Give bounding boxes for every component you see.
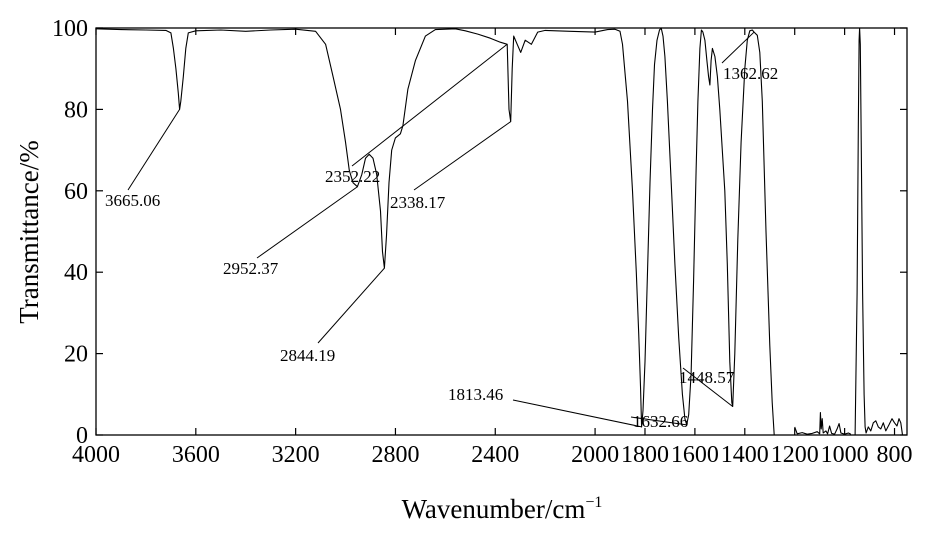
x-tick-label: 3600 (172, 442, 220, 468)
peak-label: 1813.46 (448, 385, 503, 404)
x-tick-label: 1000 (821, 442, 869, 468)
x-axis-title-superscript: −1 (585, 494, 602, 511)
y-tick-label: 0 (76, 423, 88, 449)
peak-leader-line (630, 416, 687, 426)
peak-label: 2352.22 (325, 167, 380, 186)
peak-leader-line (721, 31, 755, 64)
peak-leader-line (317, 267, 385, 344)
x-tick-label: 2400 (471, 442, 519, 468)
peak-label: 1362.62 (723, 64, 778, 83)
peak-label: 3665.06 (105, 191, 160, 210)
x-tick-label: 800 (877, 442, 913, 468)
y-tick-label: 40 (64, 260, 88, 286)
peak-leader-line (413, 121, 511, 191)
x-tick-label: 3200 (272, 442, 320, 468)
x-tick-label: 2000 (571, 442, 619, 468)
y-tick-label: 80 (64, 97, 88, 123)
y-axis-ticks: 0 20 40 60 80 100 (52, 16, 907, 449)
x-tick-label: 1400 (721, 442, 769, 468)
peak-leader-line (682, 367, 733, 407)
plot-frame (95, 27, 908, 436)
peak-label: 2952.37 (223, 259, 279, 278)
peak-label: 1632.66 (633, 412, 688, 431)
peak-leader-line (256, 186, 358, 259)
spectrum-line-segment-3 (854, 27, 904, 436)
spectrum-line-segment-2 (794, 412, 852, 435)
y-tick-label: 60 (64, 179, 88, 205)
peak-label: 2844.19 (280, 346, 335, 365)
x-axis-title: Wavenumber/cm−1 (402, 494, 603, 524)
y-tick-label: 20 (64, 342, 88, 368)
x-tick-label: 1600 (671, 442, 719, 468)
peak-label: 2338.17 (390, 193, 446, 212)
peak-annotations: 3665.06 2952.37 2844.19 2352.22 2338.17 1813.… (105, 31, 778, 431)
peak-label: 1448.57 (679, 368, 735, 387)
x-tick-label: 1800 (621, 442, 669, 468)
y-axis-title: Transmittance/% (14, 140, 44, 323)
y-tick-label: 100 (52, 16, 88, 42)
peak-leader-line (127, 109, 181, 191)
peak-leader-line (351, 43, 508, 167)
x-tick-label: 2800 (371, 442, 419, 468)
spectrum-line-segment-1 (95, 27, 775, 436)
spectrum-lines (95, 27, 904, 436)
x-tick-label: 1200 (771, 442, 819, 468)
peak-leader-line (512, 399, 642, 428)
x-axis-ticks: 4000 3600 3200 2800 2400 2000 1800 1600 1400 1200… (72, 28, 913, 468)
x-tick-label: 4000 (72, 442, 120, 468)
x-axis-title-main: Wavenumber/cm (402, 494, 586, 524)
